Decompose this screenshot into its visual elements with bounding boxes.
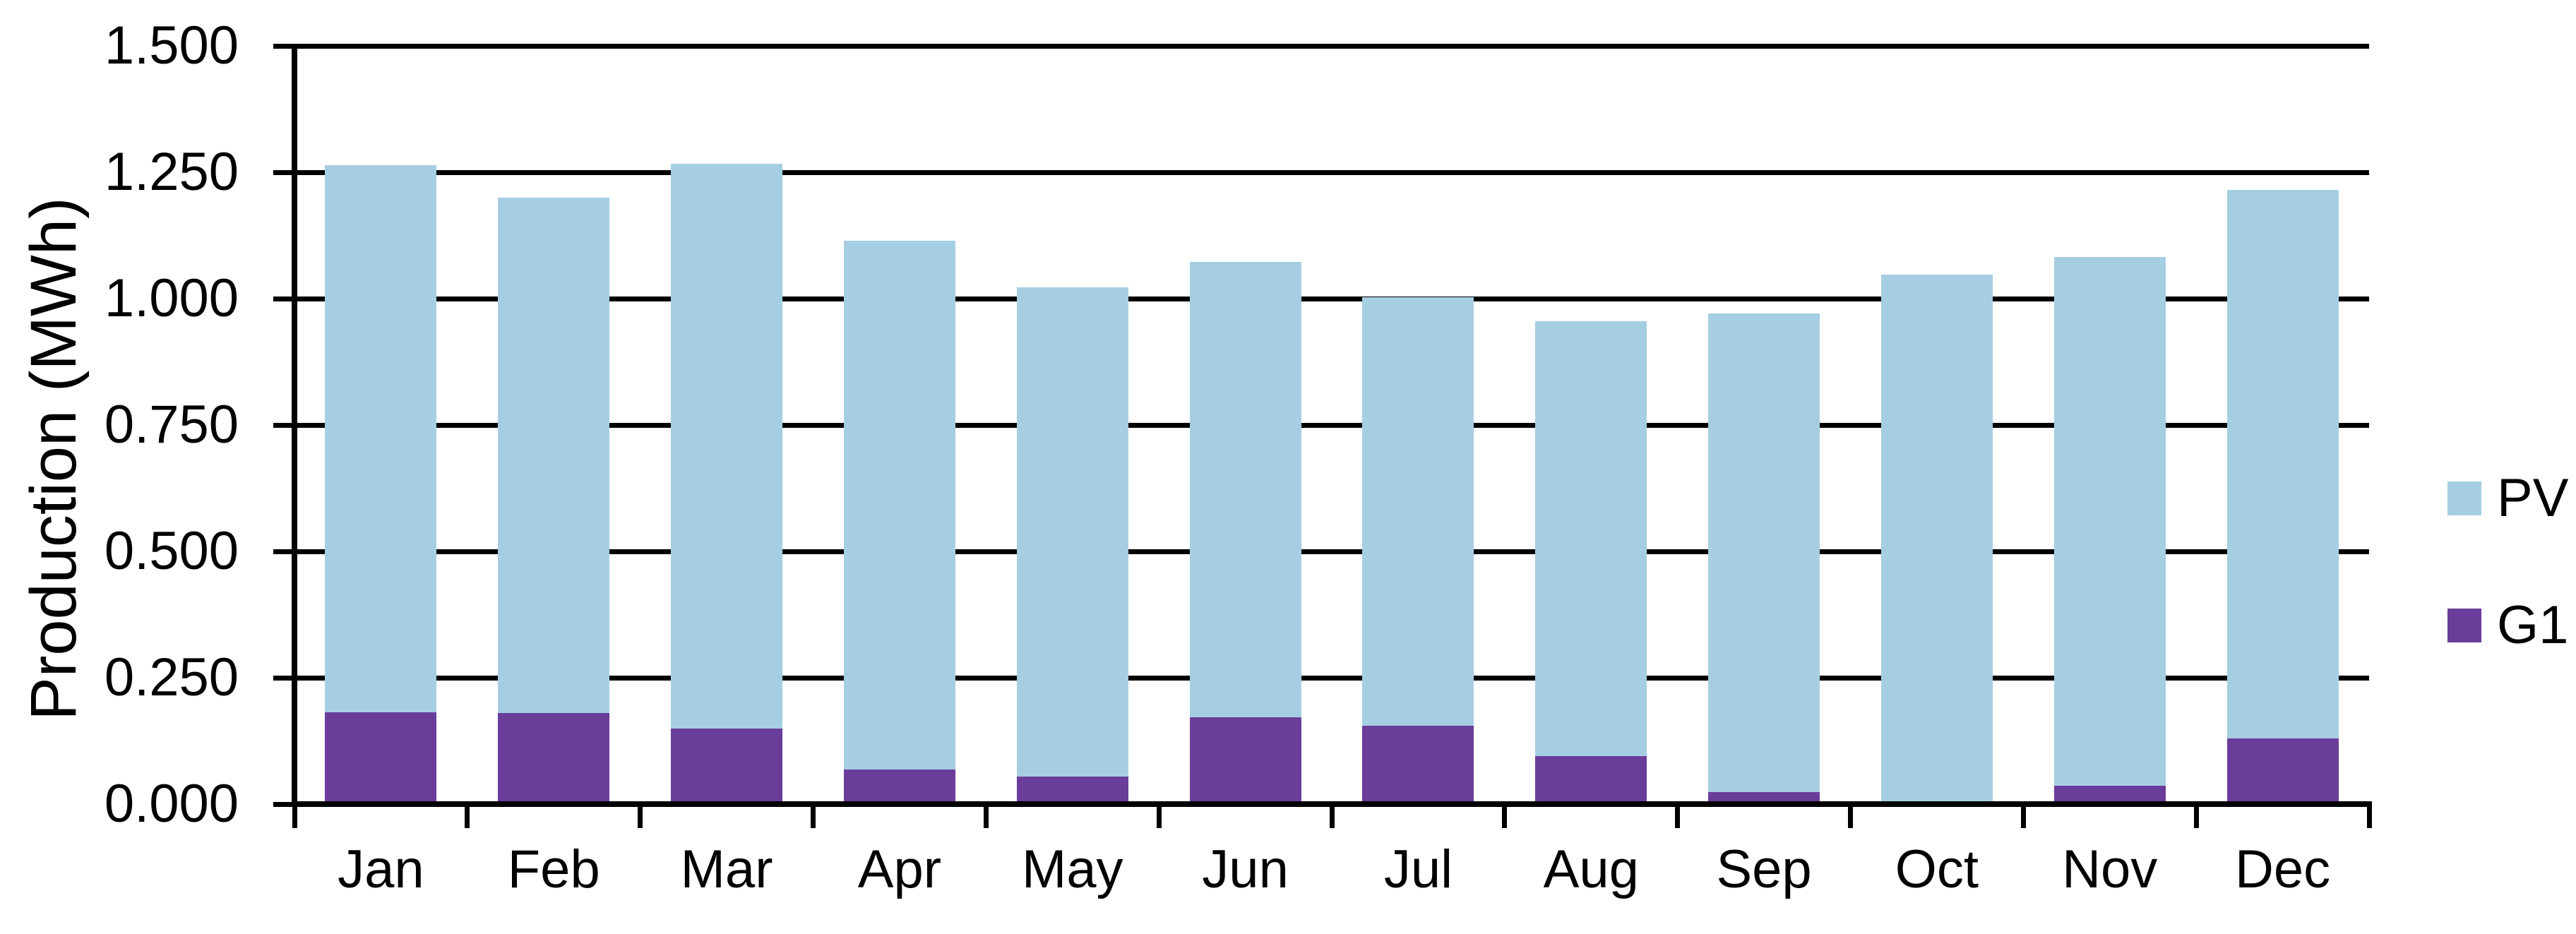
bar-jan-g1-segment bbox=[325, 712, 437, 804]
x-axis-tick bbox=[638, 804, 643, 828]
bar-sep bbox=[1708, 313, 1820, 804]
gridline-0.500 bbox=[294, 549, 2369, 554]
bar-aug-pv-segment bbox=[1535, 321, 1647, 756]
pv-swatch-icon bbox=[2447, 481, 2481, 515]
bar-aug bbox=[1535, 321, 1647, 804]
bar-jun-pv-segment bbox=[1189, 262, 1301, 717]
bar-dec-g1-segment bbox=[2226, 738, 2339, 804]
bar-jan-pv-segment bbox=[325, 165, 437, 712]
x-tick-label-jul: Jul bbox=[1383, 839, 1453, 899]
bar-apr-g1-segment bbox=[843, 769, 955, 804]
x-axis-tick bbox=[1329, 804, 1335, 828]
bar-feb bbox=[498, 197, 610, 804]
x-axis-tick bbox=[1502, 804, 1508, 828]
x-tick-label-jan: Jan bbox=[338, 839, 424, 899]
x-tick-label-jun: Jun bbox=[1202, 839, 1289, 899]
y-tick-label: 0.500 bbox=[104, 521, 239, 581]
x-tick-label-sep: Sep bbox=[1716, 839, 1812, 899]
y-tick-label: 1.000 bbox=[104, 268, 239, 328]
bar-feb-g1-segment bbox=[498, 713, 610, 804]
x-tick-label-may: May bbox=[1021, 839, 1123, 899]
bar-jun-g1-segment bbox=[1189, 717, 1301, 804]
x-axis-tick bbox=[465, 804, 470, 828]
y-axis-tick bbox=[273, 422, 294, 428]
x-tick-label-feb: Feb bbox=[507, 839, 600, 899]
bar-feb-pv-segment bbox=[498, 197, 610, 714]
x-tick-label-apr: Apr bbox=[857, 839, 942, 899]
bar-apr-pv-segment bbox=[843, 241, 955, 770]
bar-sep-g1-segment bbox=[1708, 791, 1820, 804]
x-tick-label-aug: Aug bbox=[1543, 839, 1639, 899]
x-axis-tick bbox=[811, 804, 816, 828]
x-tick-label-mar: Mar bbox=[680, 839, 773, 899]
x-axis-tick bbox=[983, 804, 989, 828]
x-axis-tick bbox=[2366, 804, 2372, 828]
gridline-1.000 bbox=[294, 296, 2369, 301]
g1-swatch-icon bbox=[2447, 609, 2481, 642]
x-tick-label-oct: Oct bbox=[1895, 839, 1979, 899]
y-axis-tick bbox=[273, 296, 294, 301]
bar-nov-pv-segment bbox=[2053, 256, 2166, 786]
bar-may bbox=[1016, 287, 1128, 804]
bar-jan bbox=[325, 165, 437, 804]
y-tick-label: 0.750 bbox=[104, 395, 239, 455]
x-axis-tick bbox=[1848, 804, 1853, 828]
y-tick-label: 0.250 bbox=[104, 647, 239, 707]
bar-dec-pv-segment bbox=[2226, 190, 2339, 738]
bar-dec bbox=[2226, 190, 2339, 804]
gridline-1.250 bbox=[294, 169, 2369, 175]
bar-nov bbox=[2053, 256, 2166, 804]
bar-apr bbox=[843, 241, 955, 804]
y-axis-tick bbox=[273, 675, 294, 681]
y-tick-label: 1.250 bbox=[104, 142, 239, 202]
gridline-1.500 bbox=[294, 43, 2369, 49]
x-tick-label-nov: Nov bbox=[2062, 839, 2158, 899]
gridline-0.750 bbox=[294, 422, 2369, 428]
bar-mar-pv-segment bbox=[671, 163, 783, 729]
gridline-0.250 bbox=[294, 675, 2369, 681]
y-axis-tick bbox=[273, 801, 294, 807]
y-tick-label: 0.000 bbox=[104, 774, 239, 834]
bar-may-pv-segment bbox=[1016, 287, 1128, 777]
bar-jul-g1-segment bbox=[1362, 726, 1474, 804]
legend-item-pv: PV bbox=[2447, 472, 2568, 525]
x-axis-tick bbox=[1675, 804, 1681, 828]
legend-label-g1: G1 bbox=[2497, 595, 2569, 655]
bar-sep-pv-segment bbox=[1708, 313, 1820, 792]
legend-item-g1: G1 bbox=[2447, 599, 2568, 652]
bar-jul bbox=[1362, 297, 1474, 804]
bar-oct-pv-segment bbox=[1880, 274, 1993, 802]
bar-oct bbox=[1880, 274, 1993, 804]
legend-label-pv: PV bbox=[2497, 468, 2569, 528]
x-tick-label-dec: Dec bbox=[2234, 839, 2331, 899]
y-tick-label: 1.500 bbox=[104, 16, 239, 76]
x-axis-tick bbox=[2193, 804, 2199, 828]
x-axis-tick bbox=[2020, 804, 2026, 828]
bar-nov-g1-segment bbox=[2053, 786, 2166, 804]
y-axis-tick bbox=[273, 43, 294, 49]
bar-may-g1-segment bbox=[1016, 777, 1128, 804]
x-axis-tick bbox=[292, 804, 297, 828]
y-axis-tick bbox=[273, 549, 294, 554]
x-axis-tick bbox=[1156, 804, 1162, 828]
y-axis-line bbox=[292, 46, 297, 807]
legend: PV G1 bbox=[2447, 472, 2568, 652]
bar-aug-g1-segment bbox=[1535, 755, 1647, 804]
bar-jun bbox=[1189, 262, 1301, 804]
bar-mar-g1-segment bbox=[671, 728, 783, 804]
bar-jul-pv-segment bbox=[1362, 297, 1474, 726]
y-axis-tick bbox=[273, 169, 294, 175]
bar-mar bbox=[671, 163, 783, 804]
